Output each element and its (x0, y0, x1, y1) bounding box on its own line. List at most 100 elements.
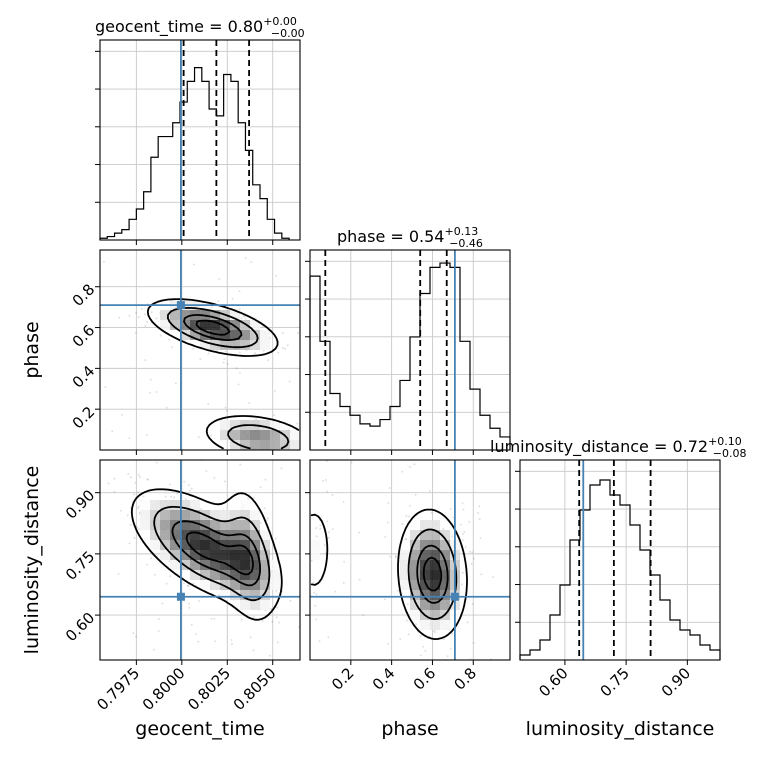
sample-point (276, 641, 279, 644)
panel-geocent-time-histogram (95, 39, 301, 245)
sample-point (113, 490, 116, 493)
title-luminosity-distance: luminosity_distance = 0.72+0.10 −0.08 (490, 435, 747, 460)
density-cell (240, 510, 250, 520)
sample-point (127, 473, 130, 475)
y-tick-label: 0.8 (69, 280, 99, 310)
density-cell (220, 320, 230, 330)
density-cell (230, 310, 240, 320)
sample-point (197, 600, 200, 602)
density-cell (200, 520, 210, 530)
density-contour (146, 298, 300, 450)
sample-point (142, 495, 145, 498)
density-cell (180, 310, 190, 320)
sample-point (138, 475, 141, 478)
sample-point (326, 520, 329, 523)
sample-point (466, 621, 469, 624)
sample-point (207, 403, 210, 405)
density-cell (240, 560, 250, 570)
x-tick-label: 0.4 (369, 664, 399, 694)
density-cell (200, 320, 210, 330)
sample-point (263, 507, 266, 510)
density-cell (180, 510, 190, 520)
sample-point (442, 528, 445, 530)
sample-point (126, 514, 129, 517)
sample-point (137, 473, 140, 476)
sample-point (214, 640, 217, 643)
sample-point (401, 470, 404, 473)
sample-point (165, 582, 168, 585)
sample-point (262, 349, 265, 352)
sample-point (136, 491, 139, 494)
sample-point (415, 623, 418, 626)
density-cell (430, 530, 440, 540)
density-cell (240, 320, 250, 330)
sample-point (190, 487, 193, 490)
sample-point (434, 631, 437, 634)
sample-point (157, 630, 160, 633)
density-cell (310, 550, 320, 560)
density-cell (210, 510, 220, 520)
density-cell (420, 600, 430, 610)
sample-point (224, 350, 227, 353)
x-tick-label: 0.8025 (184, 664, 234, 714)
density-cell (260, 420, 270, 430)
sample-point (189, 489, 191, 492)
sample-point (409, 504, 411, 507)
sample-point (259, 486, 262, 489)
sample-point (255, 418, 258, 421)
density-cell (190, 510, 200, 520)
panel-luminosity-distance-histogram: 0.60 0.75 0.90 (515, 459, 721, 700)
panel-phase-histogram (305, 249, 511, 455)
sample-point (149, 378, 152, 381)
sample-point (326, 490, 329, 493)
density-contour (167, 307, 290, 450)
sample-point (187, 584, 190, 587)
density-cell (200, 580, 210, 590)
density-cell (160, 550, 170, 560)
density-cell (180, 500, 190, 510)
sample-point (186, 584, 189, 587)
density-cell (250, 590, 260, 600)
density-cell (440, 590, 450, 600)
y-tick-label: 0.75 (62, 548, 98, 584)
sample-point (327, 536, 330, 539)
sample-point (192, 263, 195, 266)
density-contour (195, 319, 231, 336)
x-tick-label: 0.7975 (93, 664, 143, 714)
sample-point (223, 358, 226, 361)
sample-point (315, 527, 318, 530)
sample-point (461, 583, 463, 586)
sample-point (419, 654, 422, 657)
sample-point (200, 507, 203, 510)
density-cell (420, 530, 430, 540)
sample-point (408, 515, 411, 518)
density-cell (270, 420, 280, 430)
sample-point (138, 528, 141, 530)
density-cell (210, 330, 220, 340)
density-cell (250, 560, 260, 570)
sample-point (286, 344, 289, 347)
sample-point (117, 573, 120, 575)
sample-point (389, 555, 392, 558)
truth-marker (176, 301, 185, 310)
sample-point (238, 290, 241, 293)
density-cell (230, 430, 240, 440)
x-tick-label: 0.60 (535, 664, 571, 700)
sample-point (464, 546, 467, 548)
sample-point (224, 480, 226, 483)
sample-point (242, 315, 245, 318)
density-cell (230, 590, 240, 600)
sample-point (405, 514, 408, 517)
density-cell (140, 520, 150, 530)
sample-point (449, 647, 452, 650)
density-cell (260, 540, 270, 550)
sample-point (134, 481, 137, 484)
sample-point (157, 618, 160, 621)
density-cell (410, 570, 420, 580)
density-cell (170, 560, 180, 570)
sample-point (217, 300, 220, 303)
density-cell (260, 560, 270, 570)
density-cell (410, 580, 420, 590)
sample-point (405, 537, 408, 540)
sample-point (459, 523, 462, 526)
